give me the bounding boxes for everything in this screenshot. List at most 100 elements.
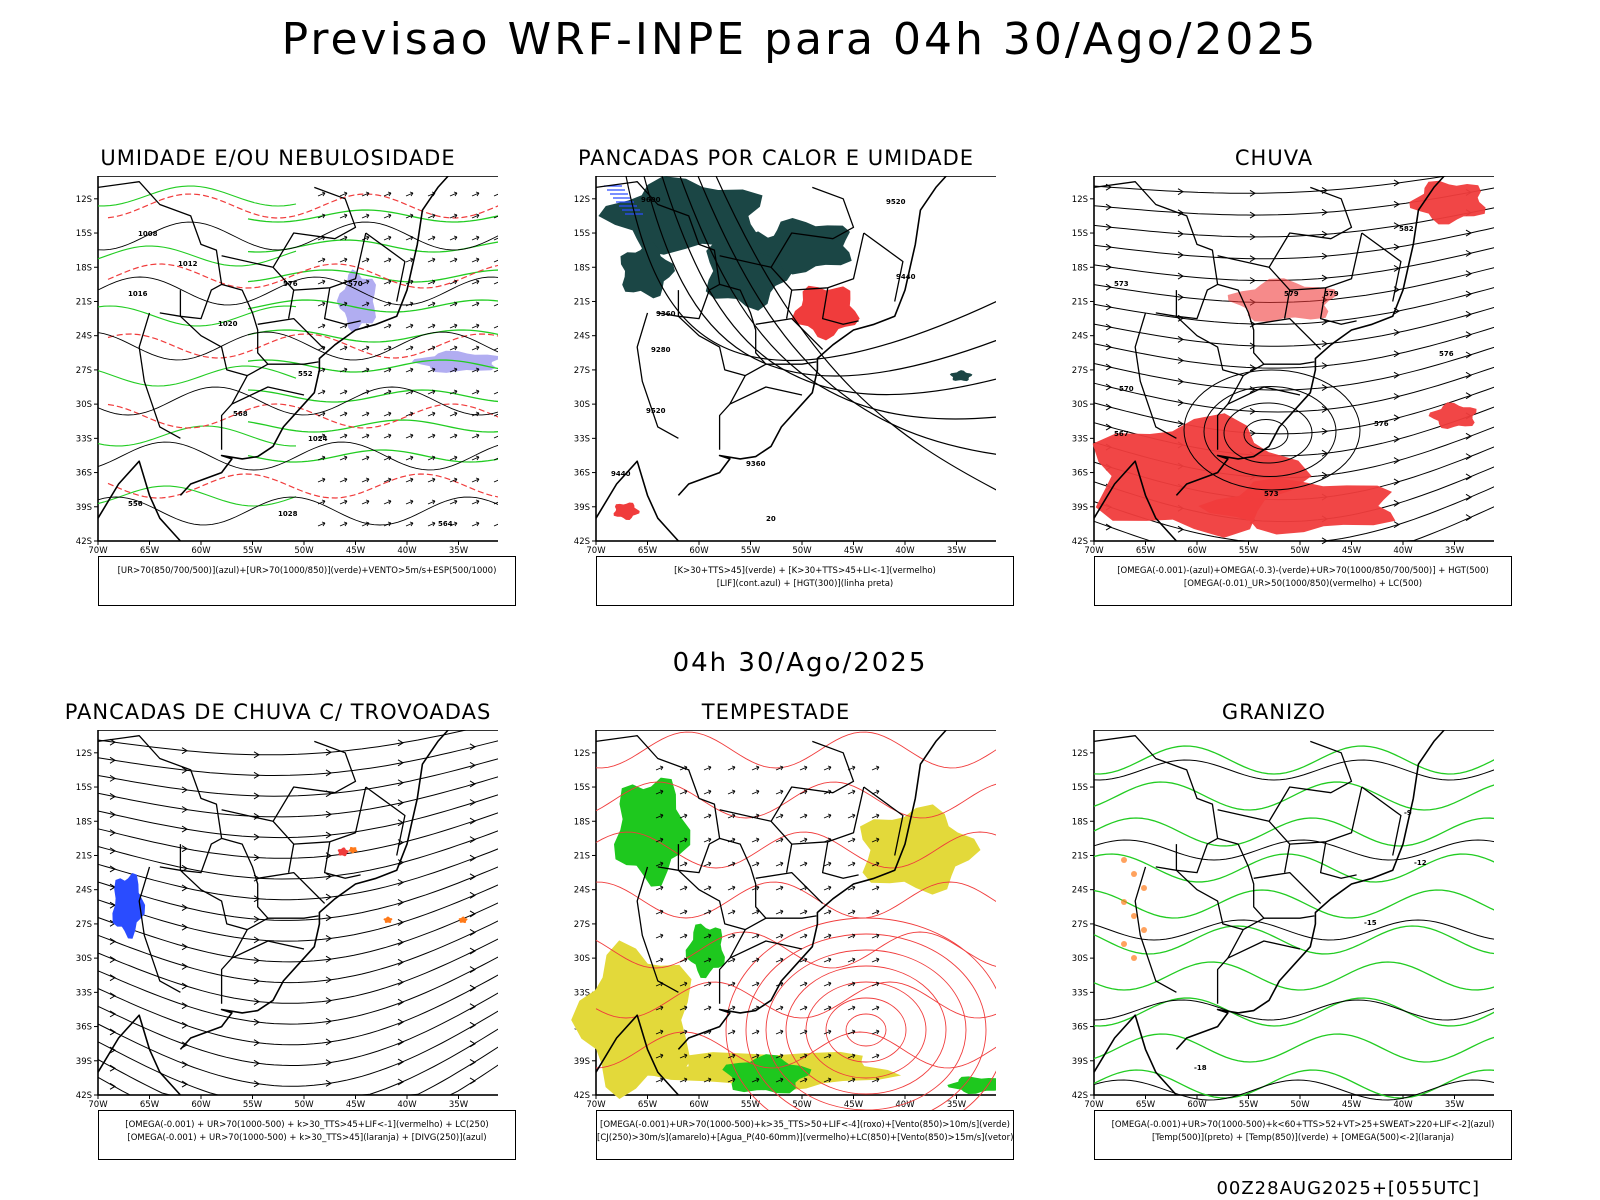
streamline-arrow <box>1393 499 1400 507</box>
temp850-contour-green <box>1093 961 1494 991</box>
coastline-borders <box>1093 176 1445 542</box>
streamline-arrow <box>1177 251 1184 259</box>
lat-tick-label: 15S <box>76 783 92 793</box>
wind-vector <box>361 477 370 483</box>
lat-tick-label: 39S <box>574 1057 590 1067</box>
streamline-arrow <box>1249 189 1256 197</box>
streamline-arrow <box>1105 343 1112 351</box>
political-border <box>863 786 904 856</box>
omega-area-orange <box>1141 927 1147 933</box>
wind-vector <box>339 235 348 241</box>
lon-tick-label: 35W <box>1445 546 1465 556</box>
streamline-arrow <box>1321 274 1328 282</box>
wind-vector <box>799 981 808 987</box>
lat-tick-label: 15S <box>1072 229 1088 239</box>
contour-label: 552 <box>298 370 313 378</box>
streamline-arrow <box>1465 371 1472 379</box>
contour-label: 9600 <box>641 196 661 204</box>
wind-vector <box>361 191 370 197</box>
wind-vector <box>727 1029 736 1035</box>
wind-vector <box>427 279 436 285</box>
wind-vector <box>799 909 808 915</box>
wind-vector <box>383 257 392 263</box>
wind-vector <box>449 411 458 417</box>
streamline-arrow <box>109 865 116 873</box>
lon-tick-label: 65W <box>140 1100 160 1110</box>
streamline-arrow <box>1393 222 1400 230</box>
lon-tick-label: 50W <box>1290 546 1310 556</box>
political-border <box>1263 915 1315 919</box>
political-border <box>231 940 305 959</box>
streamline-arrow <box>1393 457 1400 464</box>
wind-vector <box>383 235 392 241</box>
wind-vector <box>727 981 736 987</box>
political-border <box>770 232 865 291</box>
wind-vector <box>427 499 436 505</box>
wind-vector <box>655 1077 664 1083</box>
lon-tick-label: 65W <box>638 546 658 556</box>
political-border <box>1093 735 1265 1004</box>
streamline-arrow <box>1465 514 1472 522</box>
wind-vector <box>775 957 784 963</box>
lat-tick-label: 18S <box>574 263 590 273</box>
streamline-arrow <box>469 873 476 881</box>
streamline-arrow <box>253 1080 260 1088</box>
streamline-arrow <box>1321 449 1328 457</box>
contour-label: 556 <box>128 500 143 508</box>
streamline-arrow <box>1465 249 1472 257</box>
panel-title: PANCADAS POR CALOR E UMIDADE <box>577 146 975 170</box>
contour-label: 9280 <box>651 346 671 354</box>
streamline-arrow <box>1177 525 1184 533</box>
lon-tick-label: 55W <box>243 1100 263 1110</box>
streamline-arrow <box>1249 429 1256 437</box>
lat-tick-label: 21S <box>574 851 590 861</box>
wind-vector <box>405 323 414 329</box>
wind-vector <box>449 257 458 263</box>
coastline-east <box>677 176 947 496</box>
wind-vector <box>655 1029 664 1035</box>
streamline-arrow <box>1321 208 1328 216</box>
lon-tick-label: 60W <box>191 1100 211 1110</box>
streamline <box>1093 306 1494 347</box>
streamline-arrow <box>181 943 188 951</box>
streamline-arrow <box>1393 329 1400 336</box>
wind-vector <box>317 521 326 527</box>
political-border <box>257 871 326 904</box>
wind-vector <box>361 411 370 417</box>
coastline-east <box>179 176 449 496</box>
wind-vector <box>405 455 414 461</box>
wind-vector <box>823 765 832 771</box>
panel-title: PANCADAS DE CHUVA C/ TROVOADAS <box>64 700 492 724</box>
lat-tick-label: 30S <box>1072 400 1088 410</box>
political-border <box>729 386 803 405</box>
lon-tick-label: 70W <box>1084 1100 1104 1110</box>
wind-vector <box>727 789 736 795</box>
wind-vector <box>339 455 348 461</box>
wind-vector <box>383 323 392 329</box>
wind-vector <box>493 522 498 527</box>
streamline-ring <box>825 997 907 1063</box>
wind-vector <box>405 367 414 373</box>
pressure-isobar <box>97 386 498 416</box>
contour-label: 1028 <box>278 510 298 518</box>
lat-tick-label: 39S <box>1072 1057 1088 1067</box>
streamline-arrow <box>325 955 332 963</box>
storm-area-orange <box>383 916 393 923</box>
wind-vector <box>471 257 480 263</box>
wind-vector <box>751 1029 760 1035</box>
humidity-contour-green <box>97 185 297 207</box>
streamline-arrow <box>109 1010 116 1018</box>
streamline-red <box>595 981 996 1019</box>
thickness-contour-red <box>107 473 498 499</box>
map-frame <box>97 730 498 1096</box>
panel-trovoadas: PANCADAS DE CHUVA C/ TROVOADAS 12S 15S 18S… <box>58 700 516 1160</box>
lon-tick-label: 70W <box>88 1100 108 1110</box>
wind-vector <box>493 280 498 285</box>
wind-vector <box>383 499 392 505</box>
coastline-east <box>179 730 449 1050</box>
wind-vector <box>361 433 370 439</box>
wind-vector <box>847 1005 856 1011</box>
contour-label: 9520 <box>646 407 666 415</box>
